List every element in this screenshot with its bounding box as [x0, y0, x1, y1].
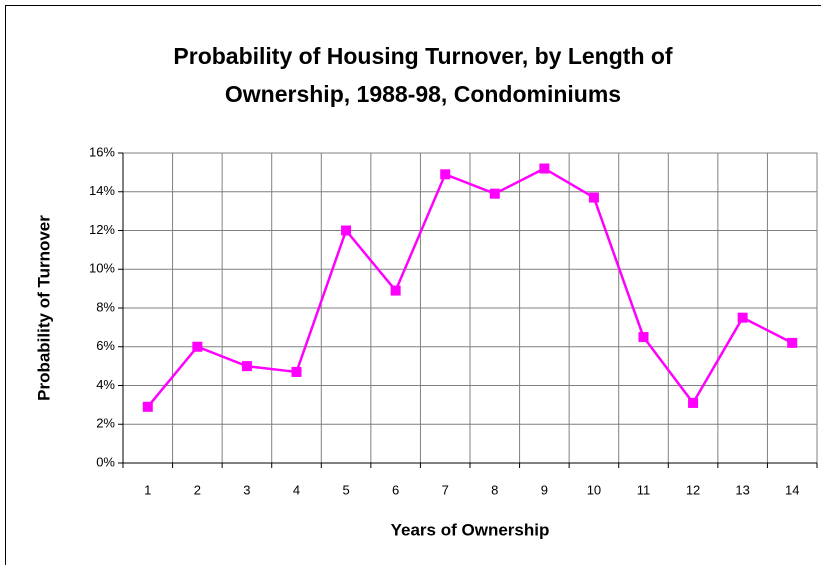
y-tick-label: 10%	[89, 261, 115, 276]
marker	[489, 188, 500, 199]
x-tick-label: 11	[637, 482, 651, 497]
marker	[539, 163, 550, 174]
y-tick-label: 0%	[96, 454, 115, 469]
marker	[688, 397, 699, 408]
x-tick-label: 13	[735, 482, 749, 497]
marker	[291, 366, 302, 377]
x-tick-label: 14	[785, 482, 799, 497]
y-tick-label: 8%	[96, 299, 115, 314]
x-tick-label: 5	[342, 482, 349, 497]
x-tick-label: 9	[541, 482, 548, 497]
marker	[390, 285, 401, 296]
marker	[241, 361, 252, 372]
marker	[142, 401, 153, 412]
x-tick-label: 10	[587, 482, 601, 497]
x-tick-label: 2	[194, 482, 201, 497]
marker	[737, 312, 748, 323]
marker	[787, 337, 798, 348]
series-line	[146, 167, 793, 408]
y-tick-label: 2%	[96, 416, 115, 431]
y-tick-label: 4%	[96, 377, 115, 392]
y-axis-title: Probability of Turnover	[34, 215, 53, 401]
x-tick-label: 3	[243, 482, 250, 497]
y-tick-label: 14%	[89, 183, 115, 198]
marker	[440, 169, 451, 180]
chart-title: Probability of Housing Turnover, by Leng…	[173, 43, 673, 69]
y-tick-label: 12%	[89, 222, 115, 237]
y-tick-label: 16%	[89, 144, 115, 159]
x-axis-title: Years of Ownership	[391, 520, 550, 539]
marker	[192, 341, 203, 352]
x-tick-label: 8	[491, 482, 498, 497]
x-tick-label: 1	[144, 482, 151, 497]
marker	[638, 332, 649, 343]
x-tick-label: 4	[293, 482, 300, 497]
marker	[341, 225, 352, 236]
x-tick-label: 7	[442, 482, 449, 497]
marker	[588, 192, 599, 203]
y-tick-label: 6%	[96, 338, 115, 353]
x-tick-label: 12	[686, 482, 700, 497]
chart-title: Ownership, 1988-98, Condominiums	[225, 81, 621, 107]
x-tick-label: 6	[392, 482, 399, 497]
